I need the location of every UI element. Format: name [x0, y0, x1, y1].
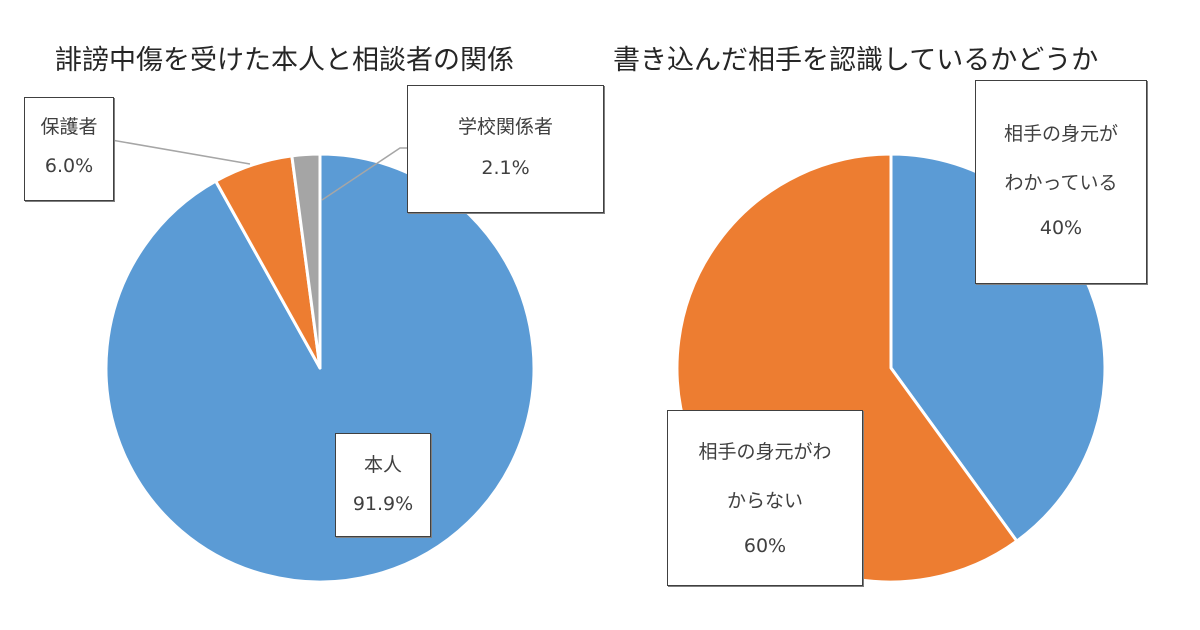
- label-name: 保護者: [40, 116, 98, 138]
- data-label-school: 学校関係者 2.1%: [407, 85, 604, 213]
- right-chart-title: 書き込んだ相手を認識しているかどうか: [613, 45, 1099, 76]
- label-name: 本人: [363, 454, 402, 476]
- leader-line-guardian: [99, 137, 251, 165]
- label-line1: 相手の身元が: [1003, 123, 1118, 145]
- leader-line-school: [321, 147, 408, 201]
- data-label-self: 本人 91.9%: [335, 433, 431, 537]
- label-line1: 相手の身元がわ: [698, 441, 832, 463]
- data-label-unknown: 相手の身元がわ からない 60%: [667, 410, 863, 586]
- left-chart-title: 誹謗中傷を受けた本人と相談者の関係: [55, 45, 514, 76]
- label-name: 学校関係者: [457, 116, 553, 138]
- label-value: 40%: [1039, 217, 1083, 239]
- label-value: 6.0%: [44, 155, 94, 177]
- label-value: 91.9%: [352, 493, 414, 515]
- data-label-known: 相手の身元が わかっている 40%: [975, 80, 1147, 284]
- data-label-guardian: 保護者 6.0%: [24, 97, 114, 201]
- label-line2: わかっている: [1004, 172, 1118, 194]
- pie-slice: [290, 152, 322, 370]
- label-value: 60%: [743, 535, 787, 557]
- left-pie-chart: [104, 152, 536, 584]
- label-value: 2.1%: [481, 157, 530, 179]
- label-line2: からない: [726, 490, 803, 512]
